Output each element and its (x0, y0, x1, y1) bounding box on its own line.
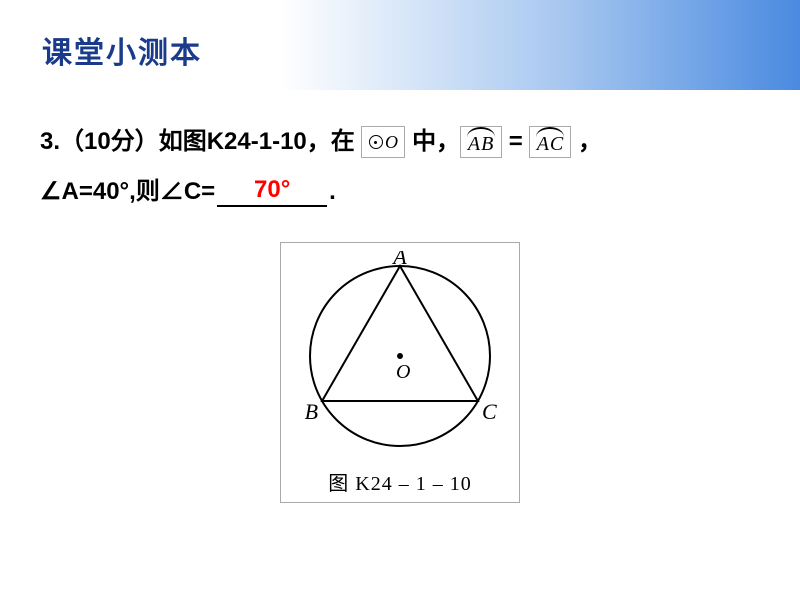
problem-tail1: ， (571, 120, 602, 164)
geometry-diagram: O A B C (290, 251, 510, 461)
problem-line2-pre: ∠A=40°,则∠C= (40, 170, 215, 214)
problem-line-1: 3. （10分） 如图K24-1-10，在 O 中， AB = AC ， (40, 120, 760, 164)
answer-value: 70° (254, 176, 290, 203)
arc-ac-symbol: AC (529, 126, 571, 158)
label-b: B (305, 399, 318, 424)
label-c: C (482, 399, 497, 424)
page-title: 课堂小测本 (42, 28, 202, 72)
label-o: O (396, 361, 410, 383)
circle-ring-icon (369, 135, 383, 149)
problem-number: 3. (40, 120, 60, 164)
problem-line-2: ∠A=40°,则∠C= 70° . (40, 170, 760, 214)
problem-content: 3. （10分） 如图K24-1-10，在 O 中， AB = AC ， ∠A=… (0, 90, 800, 214)
center-dot (397, 353, 403, 359)
label-a: A (391, 251, 407, 269)
arc-ab-symbol: AB (460, 126, 502, 158)
figure-box: O A B C 图 K24 – 1 – 10 (280, 242, 520, 503)
answer-blank: 70° (217, 177, 327, 207)
equals-text: = (502, 120, 529, 164)
problem-pretext: 如图K24-1-10，在 (159, 120, 362, 164)
problem-midtext: 中， (405, 120, 460, 164)
problem-tail2: . (329, 170, 336, 214)
circle-center-label: O (385, 120, 398, 164)
problem-points: （10分） (60, 120, 159, 164)
figure-caption: 图 K24 – 1 – 10 (289, 467, 511, 496)
figure-wrap: O A B C 图 K24 – 1 – 10 (0, 242, 800, 503)
circle-o-symbol: O (361, 126, 405, 158)
header-band: 课堂小测本 (0, 0, 800, 90)
